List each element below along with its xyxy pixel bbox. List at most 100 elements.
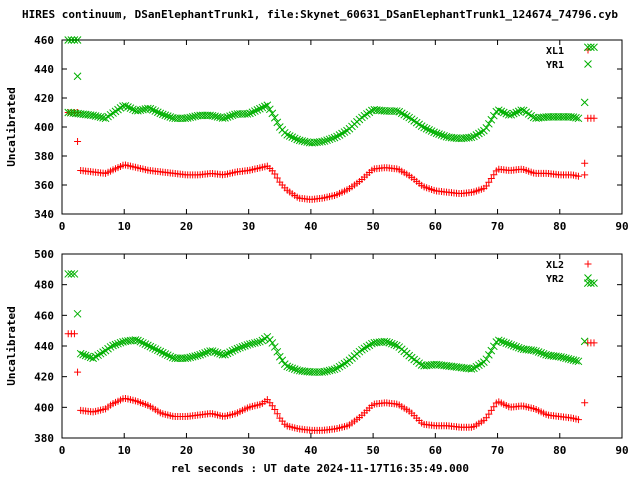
series-yr2-point bbox=[236, 343, 244, 352]
series-yr2-point bbox=[188, 352, 197, 361]
series-yr1-point bbox=[432, 129, 441, 138]
plot-2-x-tick-label: 40 bbox=[304, 444, 317, 457]
plot-1-x-tick-label: 0 bbox=[59, 220, 66, 233]
legend-yr2-marker bbox=[584, 274, 592, 282]
series-xl1-point bbox=[590, 114, 598, 122]
series-yr2-point bbox=[116, 338, 125, 347]
series-yr2-point bbox=[467, 364, 476, 373]
series-yr1-point bbox=[572, 113, 580, 122]
plot-1-x-tick-label: 70 bbox=[491, 220, 504, 233]
series-yr2-point bbox=[330, 365, 339, 374]
series-yr1-point bbox=[223, 113, 232, 121]
series-yr1-point bbox=[263, 101, 272, 110]
series-yr2-point bbox=[148, 343, 157, 352]
series-yr1-point bbox=[96, 113, 105, 121]
series-yr1-point bbox=[73, 36, 82, 44]
chart-title: HIRES continuum, DSanElephantTrunk1, fil… bbox=[21, 8, 619, 21]
legend-xl2-label: XL2 bbox=[546, 260, 564, 271]
series-yr2-point bbox=[156, 347, 165, 356]
series-xl2-point bbox=[271, 405, 279, 413]
series-yr2-point bbox=[494, 336, 503, 345]
series-yr2-point bbox=[221, 350, 229, 359]
series-yr2-point bbox=[574, 357, 583, 366]
series-yr2-point bbox=[268, 339, 277, 347]
series-yr2-point bbox=[278, 356, 287, 365]
series-yr1-point bbox=[64, 36, 73, 44]
series-yr2-point bbox=[288, 364, 297, 373]
series-xl1-point bbox=[74, 138, 82, 145]
series-yr1-point bbox=[188, 112, 197, 121]
series-xl2-point bbox=[268, 402, 276, 410]
series-yr2-point bbox=[153, 346, 162, 355]
series-yr1-point bbox=[251, 107, 259, 115]
legend-yr1-marker bbox=[584, 60, 592, 68]
series-yr2-point bbox=[151, 345, 160, 353]
series-xl1-point bbox=[487, 174, 495, 182]
plot-1-x-tick-label: 10 bbox=[118, 220, 131, 233]
series-yr2-point bbox=[191, 352, 200, 360]
plot-1-x-tick-label: 90 bbox=[615, 220, 628, 233]
series-yr2-point bbox=[290, 365, 299, 374]
series-yr1-point bbox=[148, 106, 157, 114]
series-yr2-point bbox=[246, 340, 254, 349]
series-yr2-point bbox=[241, 341, 249, 350]
series-yr2-point bbox=[144, 341, 152, 350]
series-yr1-point bbox=[504, 110, 513, 119]
series-yr2-point bbox=[193, 351, 202, 360]
series-xl1-point bbox=[574, 172, 582, 180]
series-yr2-point bbox=[554, 352, 563, 361]
legend-yr1-label: YR1 bbox=[546, 60, 564, 71]
series-xl1-point bbox=[271, 170, 279, 178]
series-yr1-point bbox=[94, 112, 102, 121]
series-yr1-point bbox=[121, 101, 130, 110]
series-yr2-point bbox=[572, 356, 580, 365]
series-yr2-point bbox=[111, 340, 120, 349]
series-yr2-point bbox=[328, 366, 336, 374]
series-yr1-point bbox=[465, 133, 473, 142]
series-yr1-point bbox=[338, 129, 346, 138]
series-xl2-point bbox=[574, 416, 582, 424]
series-yr2-point bbox=[482, 355, 491, 364]
x-axis-label: rel seconds : UT date 2024-11-17T16:35:4… bbox=[170, 462, 469, 475]
plot-1-frame bbox=[61, 39, 623, 215]
series-xl2-point bbox=[74, 368, 82, 376]
series-yr2-point bbox=[166, 352, 175, 361]
series-yr2-point bbox=[275, 352, 284, 361]
series-yr1-point bbox=[392, 107, 401, 115]
series-yr2-point bbox=[76, 349, 85, 358]
series-yr2-point bbox=[499, 338, 508, 347]
series-yr1-point bbox=[497, 107, 506, 116]
series-yr1-point bbox=[260, 102, 269, 111]
series-yr2-point bbox=[211, 348, 219, 356]
series-yr1-point bbox=[91, 112, 100, 120]
plot-2-y-tick-label: 400 bbox=[34, 401, 54, 414]
series-yr1-point bbox=[300, 137, 309, 146]
series-yr1-point bbox=[270, 113, 279, 122]
series-yr1-point bbox=[487, 115, 496, 124]
series-yr1-point bbox=[320, 137, 329, 145]
series-yr1-point bbox=[129, 105, 137, 114]
series-yr2-point bbox=[534, 348, 543, 356]
series-yr2-point bbox=[385, 338, 394, 347]
plot-2-y-tick-label: 440 bbox=[34, 340, 54, 353]
series-yr2-point bbox=[79, 350, 88, 359]
plot-1-x-tick-label: 20 bbox=[180, 220, 193, 233]
series-xl2-point bbox=[590, 339, 598, 347]
series-yr1-point bbox=[99, 113, 107, 122]
series-yr1-point bbox=[144, 104, 152, 113]
series-yr1-point bbox=[158, 110, 167, 119]
series-yr2-point bbox=[587, 279, 595, 287]
series-yr2-point bbox=[559, 353, 568, 362]
series-yr2-point bbox=[507, 341, 516, 349]
series-yr2-point bbox=[564, 355, 573, 363]
series-xl1-point bbox=[581, 159, 589, 167]
series-yr2-point bbox=[158, 348, 167, 357]
series-yr1-point bbox=[273, 118, 282, 127]
series-yr1-point bbox=[183, 114, 192, 122]
series-yr2-point bbox=[243, 341, 252, 349]
plot-2-y-tick-label: 460 bbox=[34, 309, 54, 322]
plot-2-x-tick-label: 80 bbox=[553, 444, 566, 457]
series-yr1-point bbox=[484, 119, 493, 128]
series-yr2-point bbox=[73, 309, 82, 318]
series-yr2-point bbox=[248, 339, 257, 348]
